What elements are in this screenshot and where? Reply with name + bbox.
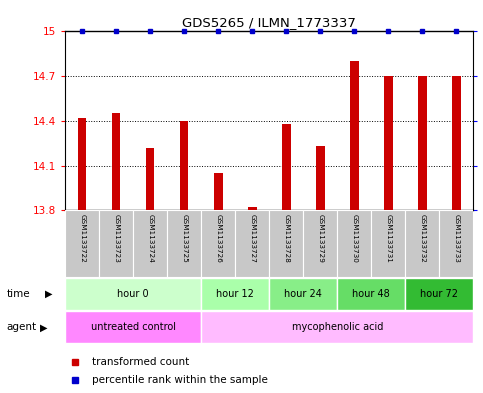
Bar [337,210,371,277]
Bar [201,210,235,277]
Bar [167,210,201,277]
Bar [282,124,291,210]
Bar [384,76,393,210]
Bar [99,210,133,277]
Bar [78,118,86,210]
Text: GSM1133732: GSM1133732 [419,214,426,263]
Bar [235,210,270,277]
Bar [248,207,256,210]
Text: GSM1133730: GSM1133730 [351,214,357,263]
Text: ▶: ▶ [40,322,47,332]
Text: time: time [6,289,30,299]
Bar [371,210,405,277]
Bar [214,173,223,210]
Text: ▶: ▶ [45,289,53,299]
Bar [146,148,155,210]
Text: GSM1133729: GSM1133729 [317,214,323,263]
Bar [270,278,337,310]
Bar [133,210,167,277]
Bar [270,210,303,277]
Text: hour 24: hour 24 [284,289,322,299]
Bar [418,76,426,210]
Bar [303,210,337,277]
Text: mycophenolic acid: mycophenolic acid [292,322,383,332]
Bar [65,278,201,310]
Text: hour 48: hour 48 [353,289,390,299]
Title: GDS5265 / ILMN_1773337: GDS5265 / ILMN_1773337 [183,16,356,29]
Bar [405,278,473,310]
Text: GSM1133726: GSM1133726 [215,214,221,263]
Bar [112,114,120,210]
Text: GSM1133728: GSM1133728 [283,214,289,263]
Bar [316,146,325,210]
Text: agent: agent [6,322,36,332]
Bar [350,61,358,210]
Text: hour 72: hour 72 [420,289,458,299]
Text: hour 0: hour 0 [117,289,149,299]
Text: GSM1133731: GSM1133731 [385,214,391,263]
Bar [65,311,201,343]
Text: untreated control: untreated control [91,322,176,332]
Bar [452,76,461,210]
Text: transformed count: transformed count [92,356,189,367]
Bar [180,121,188,210]
Text: GSM1133725: GSM1133725 [181,214,187,263]
Text: GSM1133733: GSM1133733 [454,214,459,263]
Text: percentile rank within the sample: percentile rank within the sample [92,375,268,386]
Bar [201,311,473,343]
Bar [440,210,473,277]
Bar [337,278,405,310]
Text: GSM1133727: GSM1133727 [249,214,256,263]
Bar [201,278,270,310]
Bar [65,210,99,277]
Text: GSM1133722: GSM1133722 [79,214,85,263]
Text: GSM1133723: GSM1133723 [113,214,119,263]
Bar [405,210,440,277]
Text: GSM1133724: GSM1133724 [147,214,153,263]
Text: hour 12: hour 12 [216,289,254,299]
